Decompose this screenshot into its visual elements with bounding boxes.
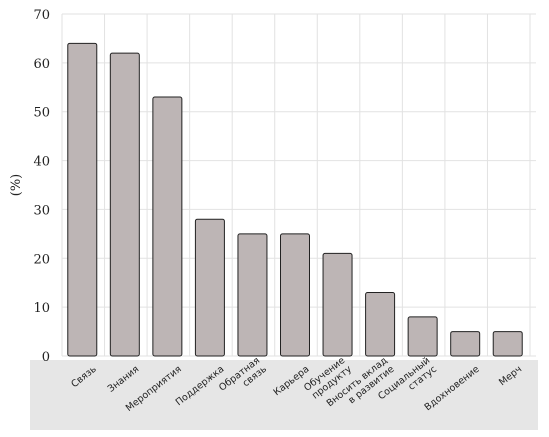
y-tick-label: 20 — [33, 252, 50, 267]
y-tick-label: 0 — [42, 350, 50, 365]
bar — [67, 42, 98, 357]
bar — [322, 252, 353, 357]
bar — [450, 331, 481, 357]
y-tick-label: 60 — [33, 57, 50, 72]
bar — [280, 233, 310, 357]
grid — [61, 13, 536, 357]
y-tick-label: 10 — [33, 301, 50, 316]
y-tick-label: 30 — [33, 203, 50, 218]
bar — [365, 291, 396, 357]
y-ticks: 0 10 20 30 40 50 60 70 — [33, 8, 50, 365]
y-tick-label: 70 — [33, 8, 50, 23]
y-tick-label: 40 — [33, 155, 50, 170]
y-axis-label: (%) — [9, 174, 24, 197]
bar — [194, 218, 225, 357]
bar — [109, 52, 140, 357]
bar — [492, 331, 523, 357]
bars — [67, 42, 523, 357]
bar — [237, 233, 268, 357]
y-tick-label: 50 — [33, 106, 50, 121]
bar — [152, 96, 183, 357]
bar — [407, 316, 438, 357]
x-label-band — [30, 360, 538, 430]
